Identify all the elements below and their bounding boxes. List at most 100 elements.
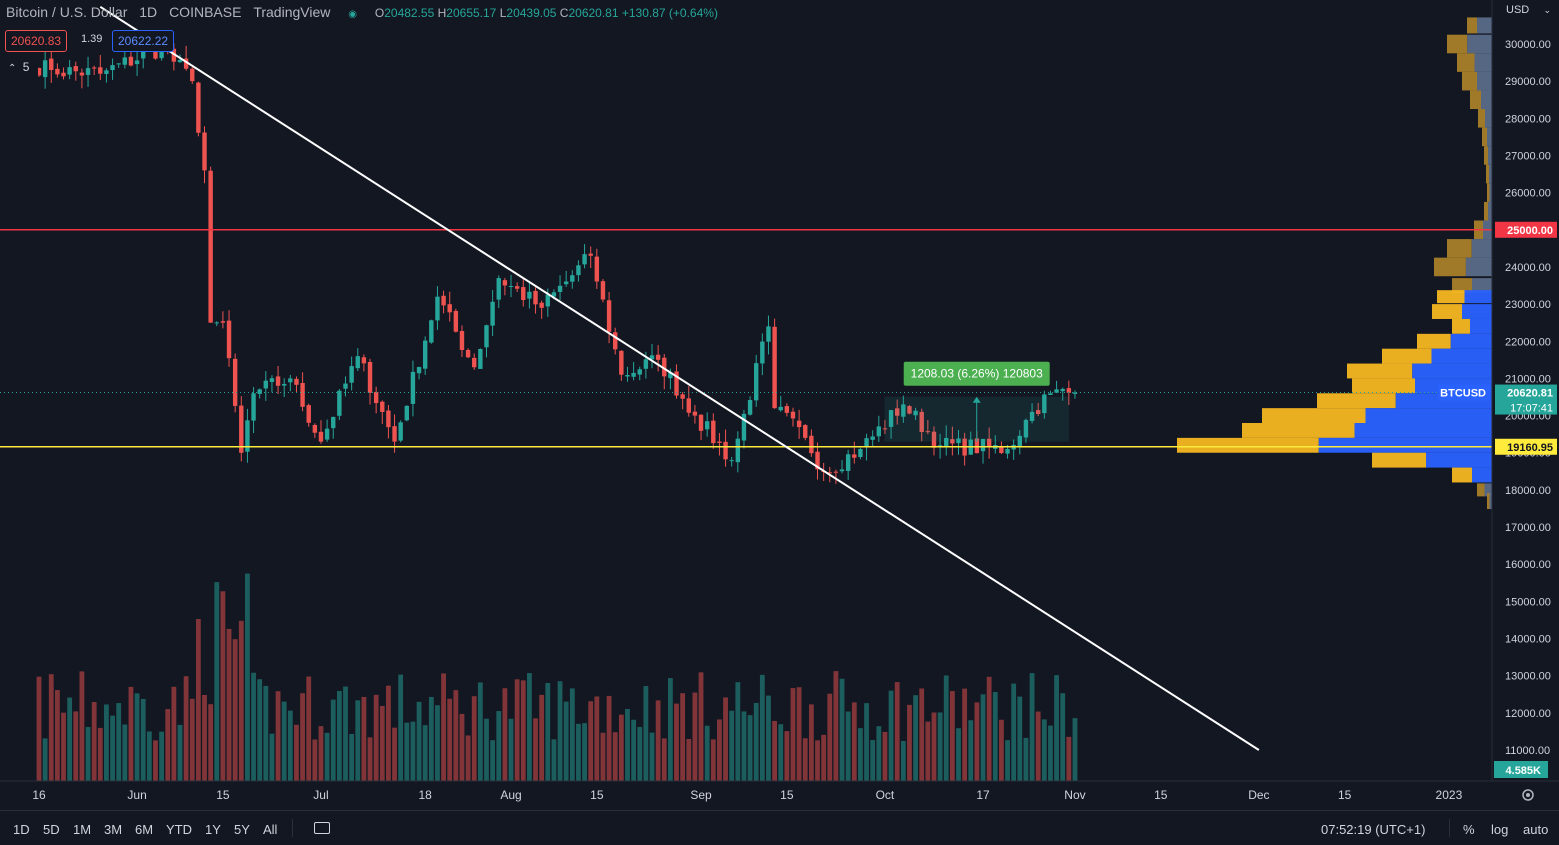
volume-bar: [140, 698, 146, 781]
volume-bar: [667, 678, 673, 781]
percent-toggle[interactable]: %: [1463, 822, 1475, 837]
volume-bar: [238, 620, 244, 781]
symbol-title[interactable]: Bitcoin / U.S. Dollar: [6, 4, 128, 20]
vp-row-up: [1464, 290, 1492, 304]
candle-body: [226, 320, 232, 359]
range-3m-button[interactable]: 3M: [104, 822, 123, 837]
interval-label[interactable]: 1D: [139, 4, 158, 20]
candle-body: [576, 265, 581, 276]
volume-bar: [245, 573, 250, 781]
volume-bar: [379, 705, 385, 781]
candlestick-chart[interactable]: 1208.03 (6.26%) 120803 USD ⌄ 30000.00 290…: [0, 0, 1559, 810]
volume-bar: [1072, 718, 1078, 781]
volume-bar: [453, 690, 459, 781]
candle-body: [631, 372, 636, 377]
volume-bar: [588, 701, 594, 781]
indicators-toggle[interactable]: ⌃ 5: [8, 60, 38, 76]
volume-bar: [962, 688, 968, 781]
candle-body: [1035, 410, 1041, 414]
candle-body: [324, 428, 330, 440]
candle-body: [514, 286, 520, 289]
sell-button[interactable]: 20620.83: [5, 30, 68, 52]
range-1d-button[interactable]: 1D: [13, 822, 30, 837]
auto-toggle[interactable]: auto: [1523, 822, 1549, 837]
candle-body: [98, 67, 103, 74]
range-6m-button[interactable]: 6M: [135, 822, 154, 837]
range-5d-button[interactable]: 5D: [43, 822, 60, 837]
candle-body: [858, 449, 863, 458]
resistance-price-tag: [1495, 221, 1557, 238]
time-tick-label: 17: [976, 788, 990, 802]
candle-body: [1042, 394, 1047, 414]
volume-bar: [520, 680, 526, 781]
volume-bar: [398, 674, 404, 781]
clock[interactable]: 07:52:19 (UTC+1): [1321, 822, 1426, 837]
buy-button[interactable]: 20622.22: [112, 30, 175, 52]
candle-body: [613, 332, 618, 350]
volume-bar: [576, 723, 581, 781]
low-value: 20439.05: [506, 6, 557, 20]
candle-body: [1072, 392, 1078, 394]
vp-row-up: [1470, 318, 1492, 334]
time-axis[interactable]: 16 Jun 15 Jul 18 Aug 15 Sep 15 Oct 17 Nov 15 Dec 15 202…: [0, 780, 1559, 810]
volume-bar: [392, 727, 397, 781]
vp-row-up: [1488, 201, 1492, 221]
volume-bar: [569, 688, 575, 781]
volume-bar: [631, 719, 637, 781]
volume-bar: [956, 728, 961, 781]
candle-body: [263, 380, 269, 389]
vp-row-up: [1472, 467, 1492, 483]
price-tick-label: 29000.00: [1505, 76, 1551, 88]
candle-body: [735, 438, 741, 463]
time-tick-label: Jul: [313, 788, 328, 802]
volume-bar: [189, 698, 195, 781]
chart-background: [0, 0, 1559, 810]
volume-bar: [447, 698, 453, 781]
volume-bar: [1066, 736, 1072, 781]
log-toggle[interactable]: log: [1491, 822, 1509, 837]
volume-bar: [888, 690, 894, 781]
volume-bar: [508, 718, 514, 781]
range-5y-button[interactable]: 5Y: [234, 822, 250, 837]
volume-bar: [606, 695, 612, 781]
volume-bar: [386, 685, 391, 781]
volume-bar: [833, 671, 839, 781]
vp-row-down: [1477, 483, 1485, 497]
measure-tool[interactable]: 1208.03 (6.26%) 120803: [884, 361, 1069, 442]
range-ytd-button[interactable]: YTD: [166, 822, 192, 837]
trendline[interactable]: [99, 6, 1260, 751]
market-status-icon[interactable]: ◉: [348, 9, 357, 20]
settings-gear-icon[interactable]: [1522, 789, 1534, 801]
goto-date-icon[interactable]: [314, 822, 330, 834]
candle-body: [410, 371, 416, 404]
candle-body: [269, 378, 275, 382]
vp-row-down: [1487, 183, 1490, 202]
candle-body: [1054, 389, 1059, 393]
price-tick-label: 14000.00: [1505, 634, 1551, 646]
candle-body: [282, 383, 287, 386]
candle-body: [999, 446, 1004, 454]
vp-row-down: [1486, 164, 1489, 184]
candle-body: [698, 414, 704, 431]
candle-body: [490, 301, 495, 326]
vp-row-down: [1452, 318, 1470, 334]
candle-body: [852, 454, 857, 458]
range-all-button[interactable]: All: [263, 822, 278, 837]
volume-bar: [496, 711, 502, 781]
currency-label[interactable]: USD: [1506, 4, 1529, 16]
price-tick-label: 16000.00: [1505, 559, 1551, 571]
price-axis[interactable]: USD ⌄ 30000.00 29000.00 28000.00 27000.00 26…: [1438, 0, 1559, 781]
vp-row-down: [1462, 71, 1477, 91]
volume-bar: [134, 693, 140, 781]
chevron-down-icon[interactable]: ⌄: [1543, 5, 1551, 15]
volume-label: 4.585K: [1506, 765, 1542, 777]
vp-row-down: [1478, 109, 1485, 128]
range-1m-button[interactable]: 1M: [73, 822, 92, 837]
vp-row-up: [1431, 348, 1492, 364]
candle-body: [717, 441, 722, 443]
candle-body: [637, 369, 642, 375]
candle-body: [711, 420, 716, 444]
range-1y-button[interactable]: 1Y: [205, 822, 221, 837]
symbol-legend[interactable]: Bitcoin / U.S. Dollar 1D COINBASE Tradin…: [6, 4, 718, 20]
